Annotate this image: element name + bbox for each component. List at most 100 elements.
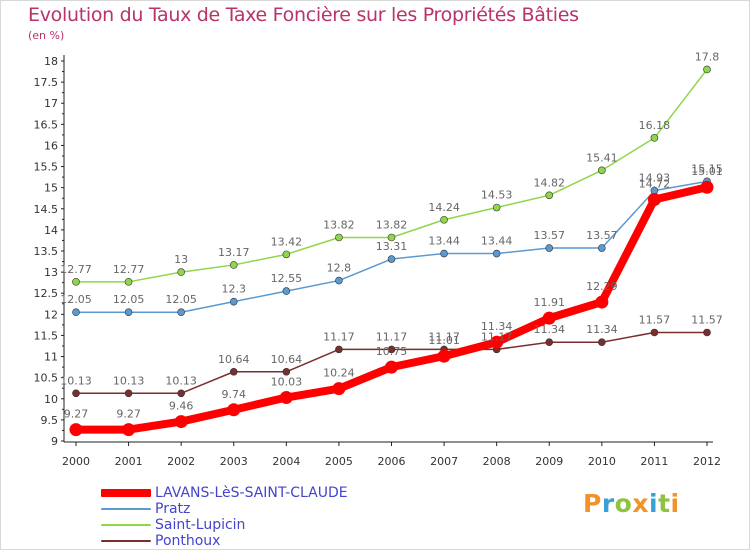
data-point bbox=[279, 391, 293, 405]
legend-swatch bbox=[101, 489, 151, 497]
data-label: 12.55 bbox=[271, 272, 303, 285]
data-label: 9.27 bbox=[116, 408, 141, 421]
y-tick-label: 15 bbox=[44, 182, 58, 195]
chart-title: Evolution du Taux de Taxe Foncière sur l… bbox=[28, 4, 579, 26]
logo-letter: i bbox=[649, 489, 659, 518]
y-tick-label: 12.5 bbox=[34, 287, 59, 300]
data-labels-layer: 9.27 9.27 9.46 9.74 10.03 10.24 10.75 11.01 11.3… bbox=[60, 50, 723, 420]
x-tick-label: 2011 bbox=[640, 455, 668, 468]
data-label: 16.18 bbox=[639, 119, 671, 132]
data-label: 14.82 bbox=[534, 176, 566, 189]
data-label: 10.64 bbox=[271, 353, 303, 366]
data-label: 11.57 bbox=[639, 313, 671, 326]
data-point bbox=[335, 345, 343, 354]
y-tick-label: 17.5 bbox=[34, 76, 59, 89]
y-tick-label: 14.5 bbox=[34, 203, 59, 216]
data-label: 15.41 bbox=[586, 151, 618, 164]
data-label: 13.82 bbox=[323, 218, 355, 231]
data-point bbox=[545, 338, 554, 347]
data-point bbox=[177, 268, 185, 276]
data-point bbox=[598, 166, 606, 175]
y-tick-label: 15.5 bbox=[34, 161, 59, 174]
data-label: 13.44 bbox=[428, 235, 460, 248]
data-label: 13.17 bbox=[218, 246, 250, 259]
logo-letter: x bbox=[632, 489, 649, 518]
y-tick-label: 13.5 bbox=[34, 245, 59, 258]
data-point bbox=[650, 134, 659, 142]
data-label: 11.91 bbox=[534, 296, 566, 309]
data-point bbox=[545, 191, 554, 200]
data-label: 12.05 bbox=[60, 293, 92, 306]
y-tick-label: 12 bbox=[44, 308, 58, 321]
data-label: 10.03 bbox=[271, 376, 303, 389]
x-tick-label: 2002 bbox=[167, 455, 195, 468]
data-label: 12.77 bbox=[60, 263, 92, 276]
y-tick-label: 9.5 bbox=[41, 414, 59, 427]
data-label: 13.57 bbox=[586, 229, 618, 242]
x-tick-label: 2005 bbox=[325, 455, 353, 468]
data-label: 12.77 bbox=[113, 263, 145, 276]
x-tick-label: 2007 bbox=[430, 455, 458, 468]
data-point bbox=[387, 345, 396, 354]
legend-label: Saint-Lupicin bbox=[155, 517, 246, 533]
data-label: 10.13 bbox=[113, 374, 145, 387]
data-point bbox=[229, 297, 238, 306]
data-point bbox=[387, 255, 396, 263]
data-point bbox=[385, 360, 398, 374]
data-label: 9.74 bbox=[222, 388, 247, 401]
data-point bbox=[335, 233, 343, 242]
legend-label: Ponthoux bbox=[155, 533, 221, 549]
logo-letter: i bbox=[670, 489, 680, 518]
data-label: 14.24 bbox=[428, 201, 460, 214]
series-layer bbox=[69, 65, 714, 437]
axes: 9 9.5 10 10.5 11 11.5 12 12.5 13 13.5 14 14.5 15 15.5… bbox=[34, 55, 721, 468]
data-label: 15.15 bbox=[691, 162, 723, 175]
data-label: 10.13 bbox=[60, 374, 92, 387]
y-tick-label: 16 bbox=[44, 139, 58, 152]
data-point bbox=[174, 415, 188, 429]
data-label: 12.05 bbox=[165, 293, 197, 306]
data-point bbox=[227, 403, 241, 417]
data-label: 11.34 bbox=[534, 323, 566, 336]
data-point bbox=[72, 278, 80, 286]
series-ponthoux bbox=[72, 328, 711, 398]
x-tick-label: 2006 bbox=[378, 455, 406, 468]
data-label: 9.46 bbox=[169, 400, 194, 413]
data-point bbox=[229, 261, 238, 269]
data-label: 12.05 bbox=[113, 293, 145, 306]
y-tick-label: 17 bbox=[44, 97, 58, 110]
data-point bbox=[282, 287, 291, 295]
data-label: 17.8 bbox=[695, 50, 720, 63]
data-label: 11.34 bbox=[586, 323, 618, 336]
logo-letter: o bbox=[614, 489, 633, 518]
data-point bbox=[387, 233, 396, 242]
data-point bbox=[490, 335, 504, 349]
data-point bbox=[72, 389, 80, 398]
y-tick-label: 10 bbox=[44, 393, 58, 406]
data-label: 11.17 bbox=[481, 330, 513, 343]
data-label: 10.13 bbox=[165, 374, 197, 387]
data-label: 13.42 bbox=[271, 235, 303, 248]
data-label: 13 bbox=[174, 253, 188, 266]
data-point bbox=[703, 65, 711, 74]
data-label: 12.8 bbox=[327, 262, 352, 275]
data-label: 11.17 bbox=[323, 330, 355, 343]
data-point bbox=[542, 311, 556, 325]
data-point bbox=[335, 276, 343, 285]
x-tick-label: 2003 bbox=[220, 455, 248, 468]
data-point bbox=[598, 244, 606, 252]
logo-letter: r bbox=[601, 489, 615, 518]
y-tick-label: 14 bbox=[44, 224, 58, 237]
data-label: 13.57 bbox=[534, 229, 566, 242]
data-label: 10.24 bbox=[323, 367, 355, 380]
data-point bbox=[440, 215, 448, 224]
x-tick-label: 2008 bbox=[483, 455, 511, 468]
data-label: 14.72 bbox=[639, 177, 671, 190]
data-point bbox=[122, 423, 136, 437]
data-point bbox=[124, 389, 133, 398]
x-tick-label: 2001 bbox=[115, 455, 143, 468]
data-point bbox=[177, 389, 185, 398]
y-tick-label: 16.5 bbox=[34, 118, 59, 131]
data-label: 12.29 bbox=[586, 280, 618, 293]
